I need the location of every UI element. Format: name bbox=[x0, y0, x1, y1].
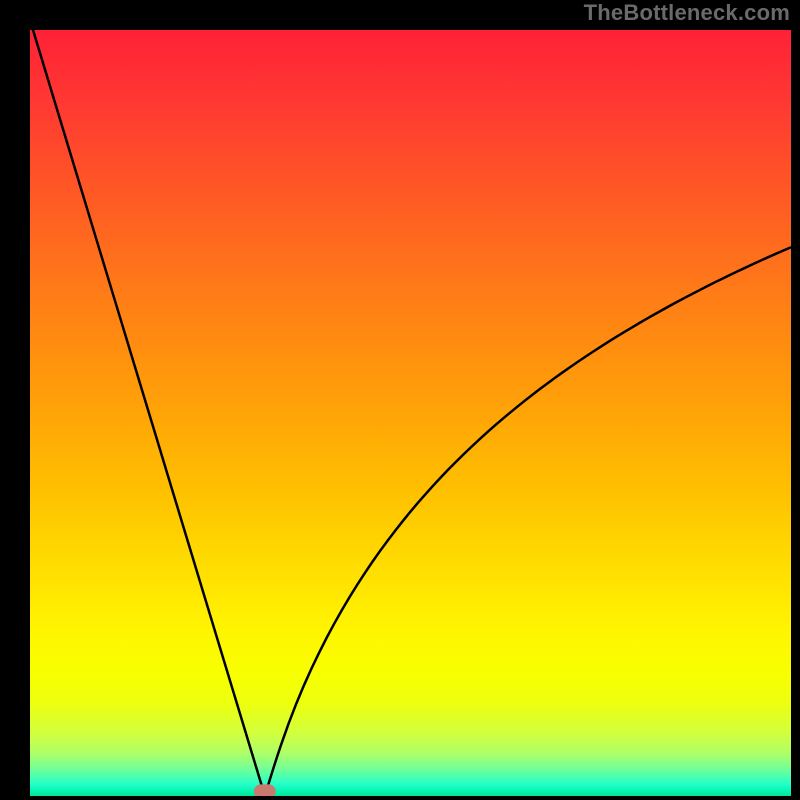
chart-plot-area bbox=[30, 30, 791, 796]
optimum-marker bbox=[254, 784, 276, 796]
watermark-text: TheBottleneck.com bbox=[584, 0, 790, 26]
gradient-background bbox=[30, 30, 791, 796]
chart-frame: TheBottleneck.com bbox=[0, 0, 800, 800]
